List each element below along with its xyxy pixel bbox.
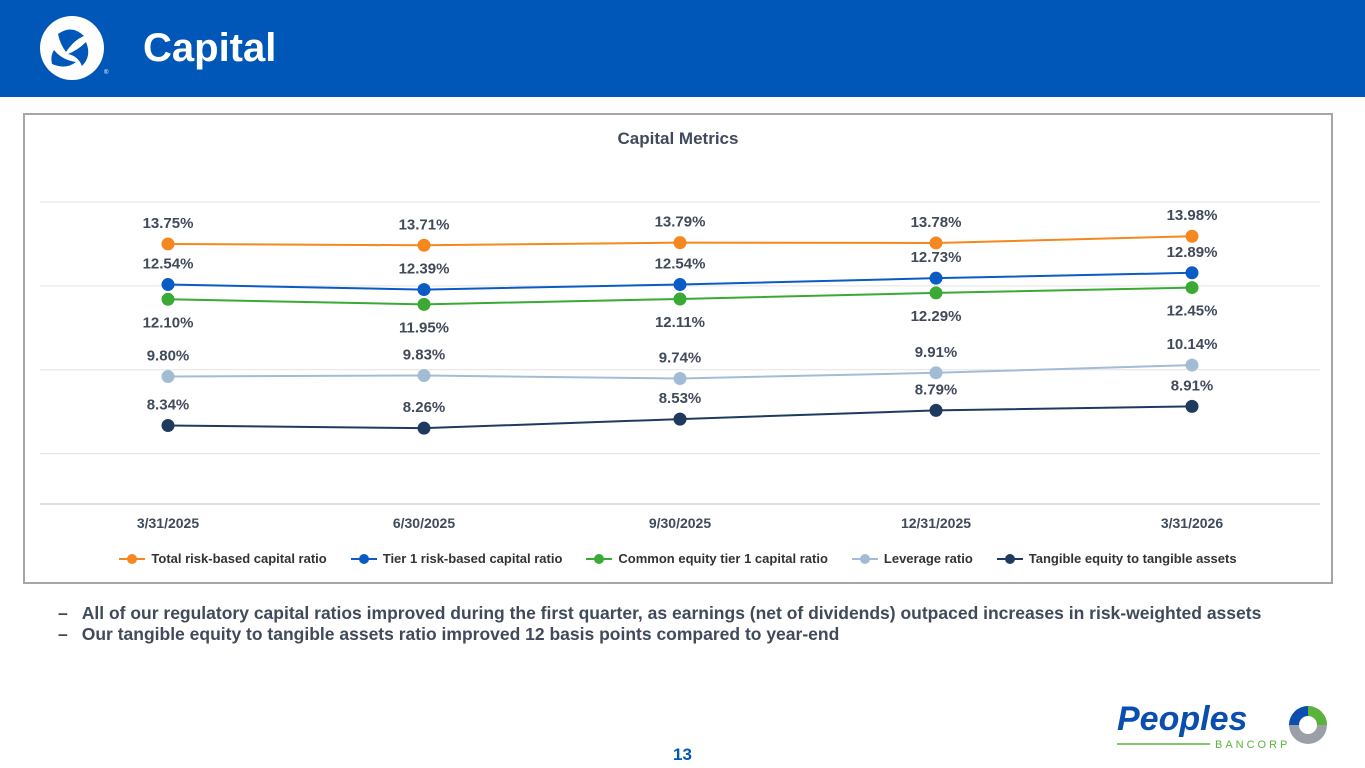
data-point (417, 297, 431, 311)
data-label: 12.73% (911, 249, 962, 266)
legend-swatch-icon (586, 553, 613, 565)
legend-label: Total risk-based capital ratio (151, 551, 327, 566)
data-label: 10.14% (1167, 336, 1218, 353)
bullet-item: – All of our regulatory capital ratios im… (58, 603, 1298, 624)
data-point (417, 421, 431, 435)
page-title: Capital (143, 26, 277, 70)
legend-item: Tangible equity to tangible assets (996, 551, 1237, 566)
data-label: 8.79% (915, 381, 958, 398)
x-tick-label: 6/30/2025 (393, 515, 455, 531)
data-point (1185, 229, 1199, 243)
data-label: 8.53% (659, 390, 702, 407)
data-point (673, 372, 687, 386)
data-label: 11.95% (399, 319, 449, 336)
commentary: – All of our regulatory capital ratios im… (58, 603, 1298, 645)
data-point (161, 418, 175, 432)
data-point (673, 236, 687, 250)
legend-swatch-icon (996, 553, 1023, 565)
legend-item: Total risk-based capital ratio (119, 551, 327, 566)
data-label: 9.91% (915, 344, 958, 361)
data-label: 13.79% (655, 214, 706, 231)
bullet-text: All of our regulatory capital ratios imp… (81, 603, 1262, 623)
x-tick-label: 3/31/2026 (1161, 515, 1223, 531)
data-point (417, 368, 431, 382)
capital-metrics-chart: Capital Metrics 3/31/2025 6/30/2025 9/30/2… (23, 113, 1333, 584)
data-point (417, 283, 431, 297)
x-tick-label: 9/30/2025 (649, 515, 711, 531)
data-label: 9.83% (403, 346, 446, 363)
data-label: 12.10% (143, 314, 194, 331)
data-label: 12.29% (911, 308, 962, 325)
data-point (417, 238, 431, 252)
data-label: 13.75% (143, 215, 194, 232)
data-label: 8.34% (147, 396, 190, 413)
data-point (1185, 399, 1199, 413)
data-point (929, 366, 943, 380)
legend-item: Tier 1 risk-based capital ratio (350, 551, 563, 566)
data-point (161, 237, 175, 251)
data-point (161, 369, 175, 383)
legend-label: Tier 1 risk-based capital ratio (382, 551, 563, 566)
logo-text: Peoples (1117, 700, 1247, 738)
bullet-dash: – (58, 624, 68, 644)
data-label: 9.74% (659, 350, 702, 367)
data-label: 12.54% (655, 256, 706, 273)
data-label: 12.39% (399, 261, 450, 278)
legend-item: Common equity tier 1 capital ratio (586, 551, 828, 566)
data-label: 13.71% (399, 216, 450, 233)
company-logo-icon: ® (40, 16, 109, 80)
data-label: 12.54% (143, 256, 194, 273)
bullet-text: Our tangible equity to tangible assets r… (81, 624, 840, 644)
data-point (673, 278, 687, 292)
legend-label: Tangible equity to tangible assets (1028, 551, 1237, 566)
data-label: 9.80% (147, 347, 190, 364)
data-label: 8.91% (1171, 377, 1214, 394)
page-number: 13 (673, 745, 692, 764)
x-tick-label: 12/31/2025 (901, 515, 971, 531)
data-point (1185, 266, 1199, 280)
data-point (673, 292, 687, 306)
data-point (929, 236, 943, 250)
legend-item: Leverage ratio (851, 551, 973, 566)
data-label: 13.78% (911, 214, 962, 231)
legend-swatch-icon (851, 553, 878, 565)
header-bar: ® Capital (0, 0, 1365, 97)
data-point (1185, 358, 1199, 372)
data-label: 12.89% (1167, 244, 1218, 261)
logo-subtext: BANCORP (1215, 739, 1290, 750)
bullet-item: – Our tangible equity to tangible assets … (58, 624, 1298, 645)
data-point (161, 292, 175, 306)
legend-swatch-icon (350, 553, 377, 565)
data-point (929, 286, 943, 300)
x-tick-label: 3/31/2025 (137, 515, 199, 531)
data-label: 12.11% (655, 314, 705, 331)
data-label: 8.26% (403, 399, 446, 416)
legend-label: Common equity tier 1 capital ratio (618, 551, 828, 566)
chart-legend: Total risk-based capital ratio Tier 1 ris… (25, 551, 1331, 566)
data-point (1185, 281, 1199, 295)
legend-swatch-icon (119, 553, 146, 565)
bullet-dash: – (58, 603, 68, 623)
svg-text:®: ® (104, 69, 109, 76)
data-point (929, 403, 943, 417)
data-label: 13.98% (1167, 207, 1218, 224)
data-point (929, 271, 943, 285)
data-point (673, 412, 687, 426)
legend-label: Leverage ratio (883, 551, 973, 566)
chart-title: Capital Metrics (617, 129, 739, 148)
data-label: 12.45% (1167, 303, 1218, 320)
chart-plot-area: 3/31/2025 6/30/2025 9/30/2025 12/31/2025 3/3… (40, 201, 1320, 531)
peoples-bancorp-logo: Peoples BANCORP (1117, 700, 1327, 750)
data-point (161, 278, 175, 292)
